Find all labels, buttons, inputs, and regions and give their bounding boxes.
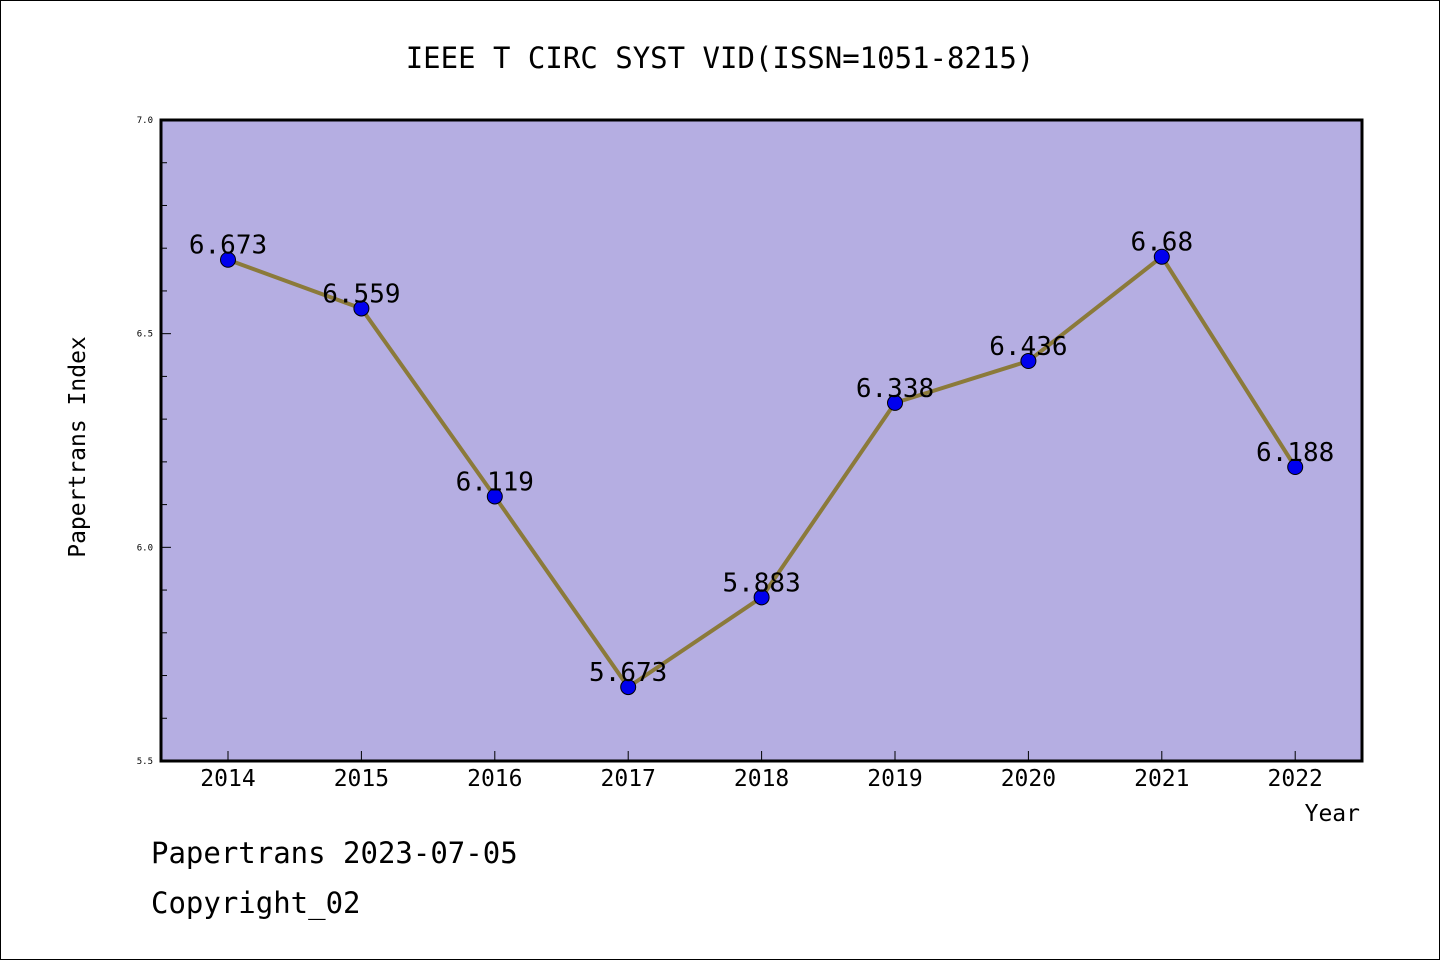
y-axis-label: Papertrans Index bbox=[65, 336, 91, 558]
series-markers bbox=[220, 248, 1304, 696]
x-tick-label: 2021 bbox=[1134, 766, 1189, 792]
data-point bbox=[486, 488, 503, 505]
data-label: 6.338 bbox=[856, 374, 934, 404]
data-point bbox=[1153, 248, 1170, 265]
footer-date: Papertrans 2023-07-05 bbox=[151, 836, 518, 870]
data-label: 6.68 bbox=[1130, 228, 1193, 258]
data-label: 6.559 bbox=[322, 279, 400, 309]
y-tick-label: 6.5 bbox=[137, 330, 153, 340]
data-label: 6.188 bbox=[1256, 438, 1334, 468]
data-point bbox=[1287, 458, 1304, 475]
data-label: 6.673 bbox=[189, 231, 267, 261]
x-tick-label: 2017 bbox=[601, 766, 656, 792]
data-labels: 6.673 6.559 6.119 5.673 5.883 6.338 6.436 6.68 6… bbox=[189, 228, 1334, 688]
y-tick-label: 7.0 bbox=[137, 116, 153, 126]
y-tick-label: 6.0 bbox=[137, 543, 153, 553]
y-axis: 5.5 6.0 6.5 7.0 bbox=[137, 116, 171, 767]
x-tick-label: 2015 bbox=[334, 766, 389, 792]
x-tick-label: 2018 bbox=[734, 766, 789, 792]
data-label: 5.673 bbox=[589, 658, 667, 688]
x-tick-label: 2014 bbox=[200, 766, 255, 792]
x-axis: 2014 2015 2016 2017 2018 2019 2020 2021 2022 bbox=[200, 751, 1323, 792]
footer-copyright: Copyright_02 bbox=[151, 886, 361, 920]
data-point bbox=[1020, 353, 1037, 370]
x-tick-label: 2022 bbox=[1268, 766, 1323, 792]
data-point bbox=[353, 300, 370, 317]
data-point bbox=[220, 251, 236, 268]
y-tick-label: 5.5 bbox=[137, 757, 153, 767]
data-label: 6.119 bbox=[456, 467, 534, 497]
data-label: 5.883 bbox=[722, 568, 800, 598]
x-tick-label: 2020 bbox=[1001, 766, 1056, 792]
data-label: 6.436 bbox=[989, 332, 1067, 362]
data-point bbox=[887, 394, 903, 411]
plot-area bbox=[159, 118, 1364, 763]
x-tick-label: 2019 bbox=[867, 766, 922, 792]
data-point bbox=[753, 589, 770, 606]
x-axis-label: Year bbox=[1305, 801, 1360, 827]
data-point bbox=[620, 679, 637, 696]
x-tick-label: 2016 bbox=[467, 766, 522, 792]
chart-title: IEEE T CIRC SYST VID(ISSN=1051-8215) bbox=[406, 41, 1035, 75]
